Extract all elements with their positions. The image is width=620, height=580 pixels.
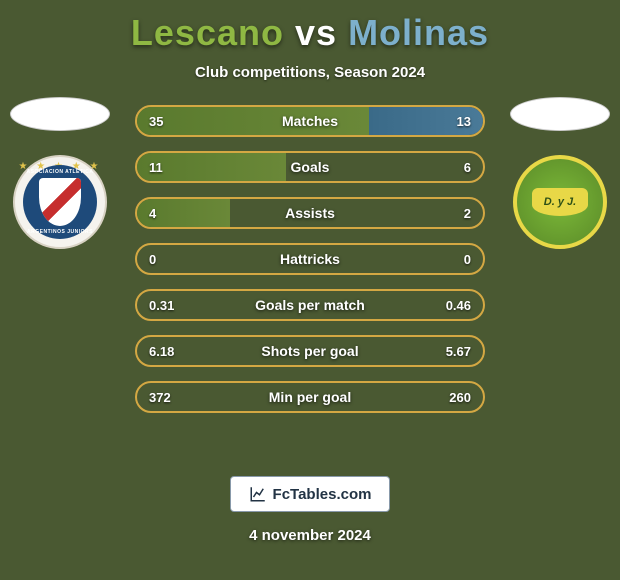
brand-text: FcTables.com [273, 486, 372, 503]
club-badge-right: D. y J. [513, 155, 607, 249]
stat-label: Goals per match [137, 297, 483, 313]
player1-name: Lescano [131, 12, 284, 53]
club-left-ring: ASOCIACION ATLETICA ARGENTINOS JUNIORS [23, 165, 97, 239]
left-badges-column: ★ ★ ★ ★ ★ ASOCIACION ATLETICA ARGENTINOS… [0, 97, 120, 249]
stat-row: 35Matches13 [135, 105, 485, 137]
club-left-shield-icon [39, 178, 81, 226]
stat-value-right: 5.67 [446, 344, 471, 359]
brand-link[interactable]: FcTables.com [230, 476, 391, 512]
stat-value-right: 0 [464, 252, 471, 267]
stat-row: 11Goals6 [135, 151, 485, 183]
stat-label: Goals [137, 159, 483, 175]
vs-text: vs [295, 12, 337, 53]
club-left-bottom-text: ARGENTINOS JUNIORS [23, 229, 97, 235]
date-text: 4 november 2024 [0, 527, 620, 544]
stat-value-right: 260 [449, 390, 471, 405]
season-subtitle: Club competitions, Season 2024 [0, 64, 620, 81]
stat-value-right: 0.46 [446, 298, 471, 313]
stat-label: Hattricks [137, 251, 483, 267]
stats-table: 35Matches1311Goals64Assists20Hattricks00… [135, 105, 485, 427]
player2-photo-placeholder [510, 97, 610, 131]
player2-name: Molinas [348, 12, 489, 53]
stat-value-right: 6 [464, 160, 471, 175]
main-content: ★ ★ ★ ★ ★ ASOCIACION ATLETICA ARGENTINOS… [0, 105, 620, 427]
club-right-banner: D. y J. [532, 188, 588, 216]
stat-label: Min per goal [137, 389, 483, 405]
stat-label: Matches [137, 113, 483, 129]
stat-label: Shots per goal [137, 343, 483, 359]
stat-value-right: 13 [457, 114, 471, 129]
stat-label: Assists [137, 205, 483, 221]
right-badges-column: D. y J. [500, 97, 620, 249]
chart-icon [249, 485, 267, 503]
stat-row: 6.18Shots per goal5.67 [135, 335, 485, 367]
player1-photo-placeholder [10, 97, 110, 131]
club-badge-left: ★ ★ ★ ★ ★ ASOCIACION ATLETICA ARGENTINOS… [13, 155, 107, 249]
stat-row: 372Min per goal260 [135, 381, 485, 413]
club-left-top-text: ASOCIACION ATLETICA [23, 169, 97, 175]
stat-row: 4Assists2 [135, 197, 485, 229]
footer: FcTables.com [0, 476, 620, 512]
stat-row: 0Hattricks0 [135, 243, 485, 275]
comparison-title: Lescano vs Molinas [0, 0, 620, 54]
stat-row: 0.31Goals per match0.46 [135, 289, 485, 321]
stat-value-right: 2 [464, 206, 471, 221]
